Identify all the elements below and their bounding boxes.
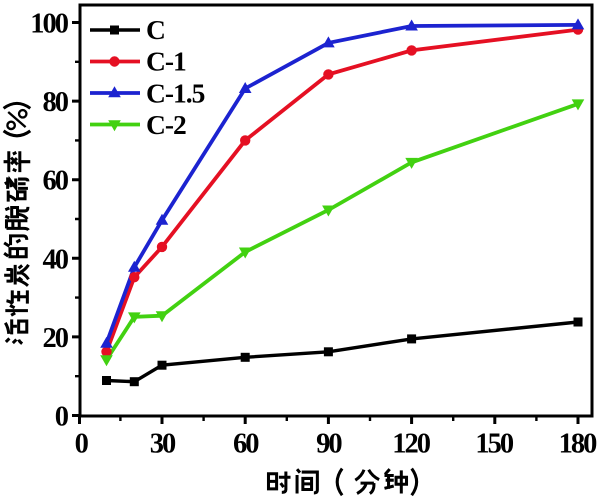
svg-text:90: 90 xyxy=(316,429,342,460)
svg-text:180: 180 xyxy=(559,429,598,460)
svg-text:C: C xyxy=(146,14,165,45)
svg-text:30: 30 xyxy=(150,429,176,460)
svg-text:150: 150 xyxy=(475,429,514,460)
svg-text:80: 80 xyxy=(43,87,69,118)
svg-text:120: 120 xyxy=(392,429,431,460)
svg-text:100: 100 xyxy=(30,9,69,40)
svg-text:40: 40 xyxy=(43,244,69,275)
svg-text:20: 20 xyxy=(43,323,69,354)
svg-text:C-1.5: C-1.5 xyxy=(146,78,205,109)
svg-text:C-1: C-1 xyxy=(146,46,186,77)
svg-text:60: 60 xyxy=(43,166,69,197)
svg-text:0: 0 xyxy=(75,429,89,460)
svg-text:60: 60 xyxy=(233,429,259,460)
svg-text:C-2: C-2 xyxy=(146,109,186,140)
svg-text:0: 0 xyxy=(55,402,69,433)
